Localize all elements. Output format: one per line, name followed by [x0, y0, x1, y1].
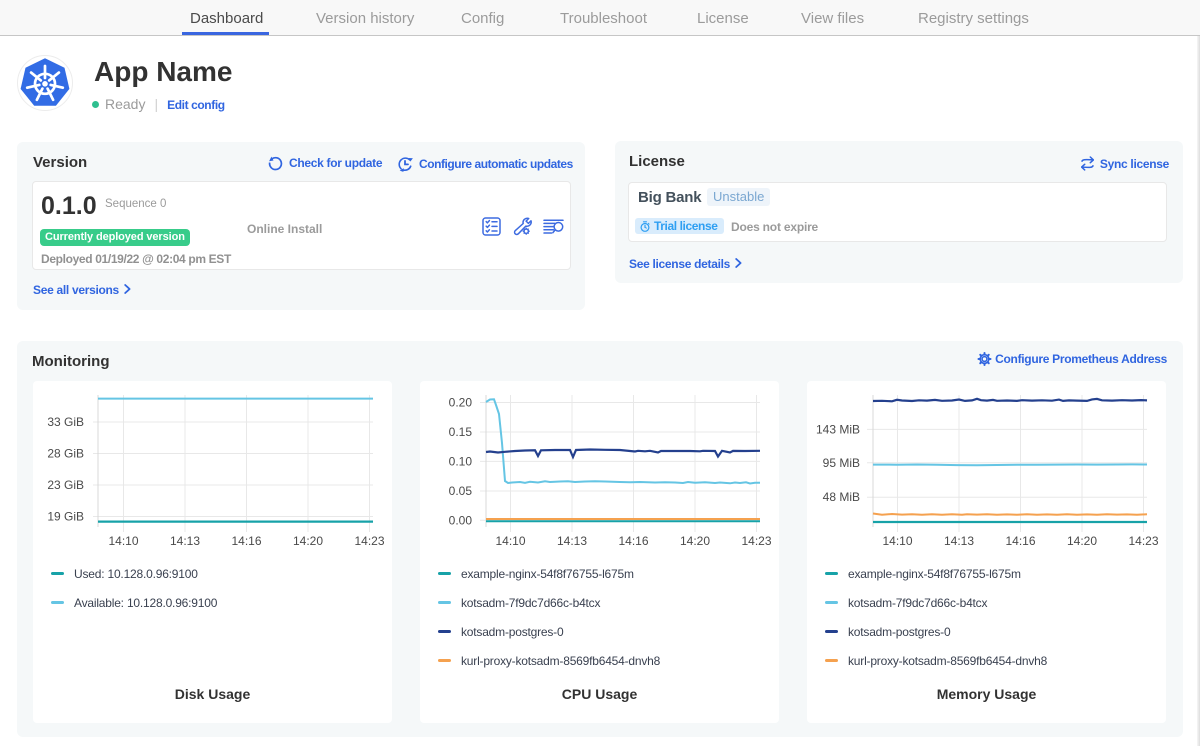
- svg-text:33 GiB: 33 GiB: [47, 415, 84, 429]
- svg-text:48 MiB: 48 MiB: [823, 490, 860, 504]
- svg-text:14:16: 14:16: [618, 534, 648, 548]
- svg-text:14:10: 14:10: [108, 534, 138, 548]
- svg-text:14:10: 14:10: [495, 534, 525, 548]
- svg-text:143 MiB: 143 MiB: [816, 422, 860, 436]
- svg-text:19 GiB: 19 GiB: [47, 510, 84, 524]
- svg-text:0.10: 0.10: [449, 454, 473, 468]
- svg-text:14:13: 14:13: [557, 534, 587, 548]
- svg-text:14:20: 14:20: [680, 534, 710, 548]
- svg-text:14:23: 14:23: [354, 534, 384, 548]
- svg-text:14:13: 14:13: [170, 534, 200, 548]
- svg-text:0.20: 0.20: [449, 396, 473, 410]
- svg-text:0.00: 0.00: [449, 513, 473, 527]
- svg-text:14:20: 14:20: [1067, 534, 1097, 548]
- svg-text:0.05: 0.05: [449, 484, 473, 498]
- svg-text:14:20: 14:20: [293, 534, 323, 548]
- svg-text:28 GiB: 28 GiB: [47, 447, 84, 461]
- svg-text:14:16: 14:16: [1005, 534, 1035, 548]
- svg-text:95 MiB: 95 MiB: [823, 456, 860, 470]
- svg-text:14:13: 14:13: [944, 534, 974, 548]
- svg-text:23 GiB: 23 GiB: [47, 478, 84, 492]
- svg-text:0.15: 0.15: [449, 425, 473, 439]
- svg-text:14:23: 14:23: [1128, 534, 1158, 548]
- svg-text:14:10: 14:10: [882, 534, 912, 548]
- svg-text:14:16: 14:16: [231, 534, 261, 548]
- svg-text:14:23: 14:23: [741, 534, 771, 548]
